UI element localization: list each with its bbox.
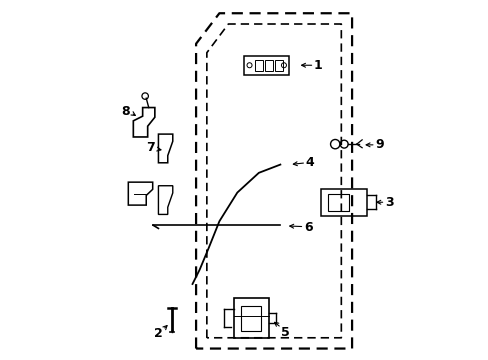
Bar [255,59,263,71]
Text: 3: 3 [385,196,393,209]
Text: 4: 4 [305,156,313,169]
Bar [241,306,260,330]
Text: 1: 1 [313,59,322,72]
Bar [244,56,288,75]
Text: 8: 8 [121,105,129,118]
Text: 9: 9 [375,138,384,151]
Bar [274,59,282,71]
Bar [264,59,272,71]
Bar [234,298,268,338]
Text: 7: 7 [146,141,155,154]
Text: 2: 2 [154,327,163,340]
Bar [327,194,348,211]
Text: 5: 5 [281,326,289,339]
Text: 6: 6 [304,221,312,234]
Bar [320,189,366,216]
